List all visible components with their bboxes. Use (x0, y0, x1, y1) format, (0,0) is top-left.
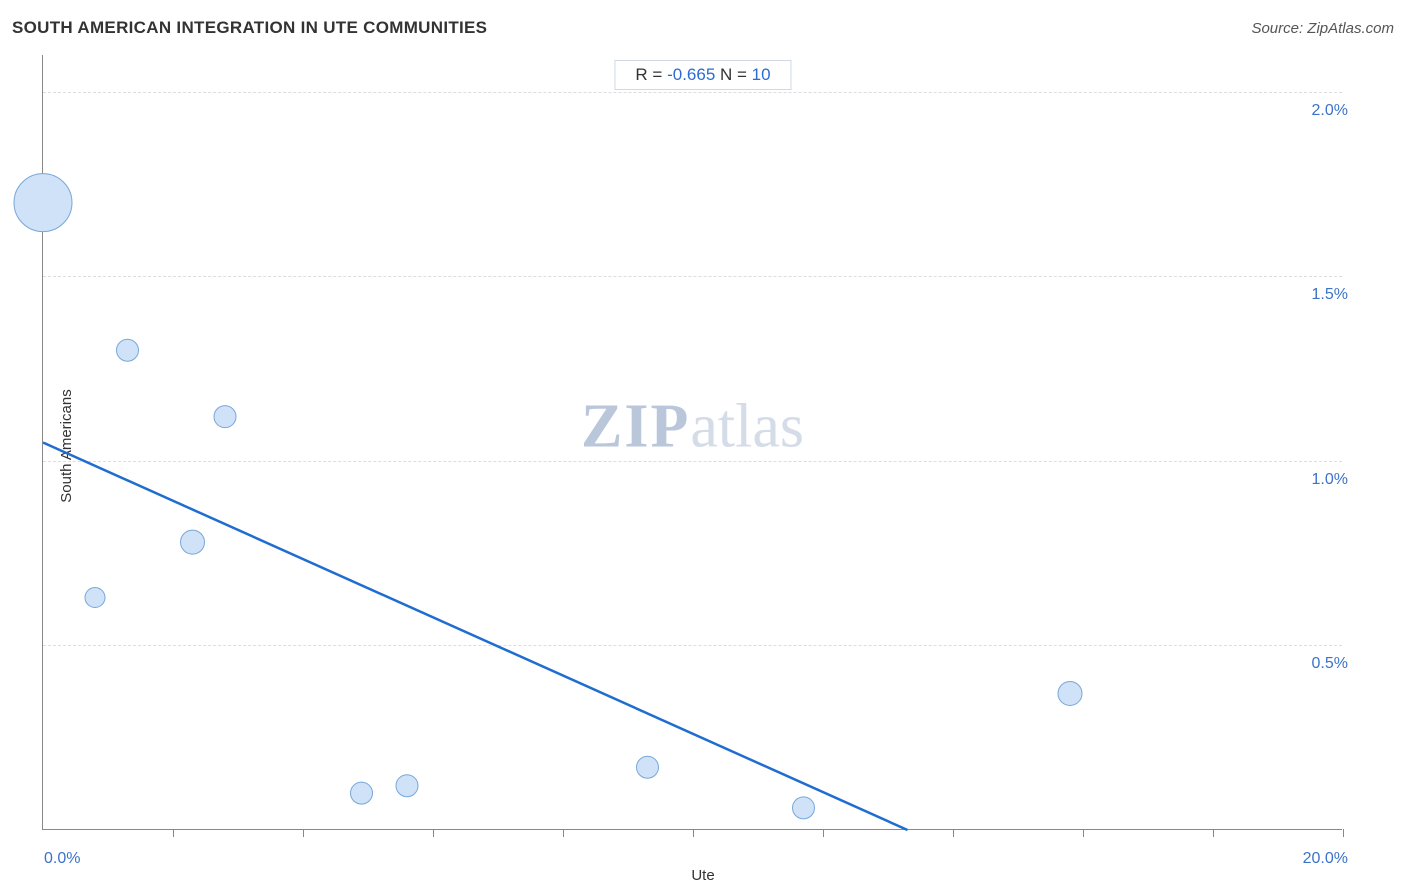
stat-r-label: R = (635, 65, 667, 84)
stat-n-label: N = (715, 65, 751, 84)
stat-n-value: 10 (752, 65, 771, 84)
x-tick (1083, 829, 1084, 837)
scatter-point (351, 782, 373, 804)
x-axis-min-label: 0.0% (44, 850, 80, 868)
y-tick-label: 0.5% (1312, 655, 1348, 673)
watermark-atlas: atlas (690, 392, 804, 460)
x-axis-label: Ute (691, 867, 714, 884)
x-tick (1343, 829, 1344, 837)
gridline (43, 645, 1342, 646)
chart-plot-area: ZIPatlas (42, 55, 1342, 830)
x-tick (823, 829, 824, 837)
y-tick-label: 2.0% (1312, 102, 1348, 120)
scatter-svg (43, 55, 343, 205)
scatter-point (637, 756, 659, 778)
watermark-zip: ZIP (581, 392, 690, 460)
x-axis-max-label: 20.0% (1303, 850, 1348, 868)
stats-box: R = -0.665 N = 10 (614, 60, 791, 90)
y-axis-label: South Americans (58, 389, 75, 502)
source-attribution: Source: ZipAtlas.com (1251, 20, 1394, 37)
x-tick (693, 829, 694, 837)
gridline (43, 461, 1342, 462)
scatter-point (117, 339, 139, 361)
x-tick (303, 829, 304, 837)
gridline (43, 276, 1342, 277)
scatter-point (1058, 681, 1082, 705)
x-tick (173, 829, 174, 837)
stat-r-value: -0.665 (667, 65, 715, 84)
scatter-point (14, 174, 72, 232)
scatter-point (793, 797, 815, 819)
y-tick-label: 1.0% (1312, 471, 1348, 489)
trendline (43, 443, 908, 831)
scatter-point (181, 530, 205, 554)
scatter-point (85, 588, 105, 608)
chart-header: SOUTH AMERICAN INTEGRATION IN UTE COMMUN… (12, 18, 1394, 38)
x-tick (563, 829, 564, 837)
x-tick (1213, 829, 1214, 837)
x-tick (433, 829, 434, 837)
x-tick (953, 829, 954, 837)
y-tick-label: 1.5% (1312, 286, 1348, 304)
scatter-point (396, 775, 418, 797)
scatter-point (214, 406, 236, 428)
watermark: ZIPatlas (581, 391, 804, 462)
chart-title: SOUTH AMERICAN INTEGRATION IN UTE COMMUN… (12, 18, 487, 38)
